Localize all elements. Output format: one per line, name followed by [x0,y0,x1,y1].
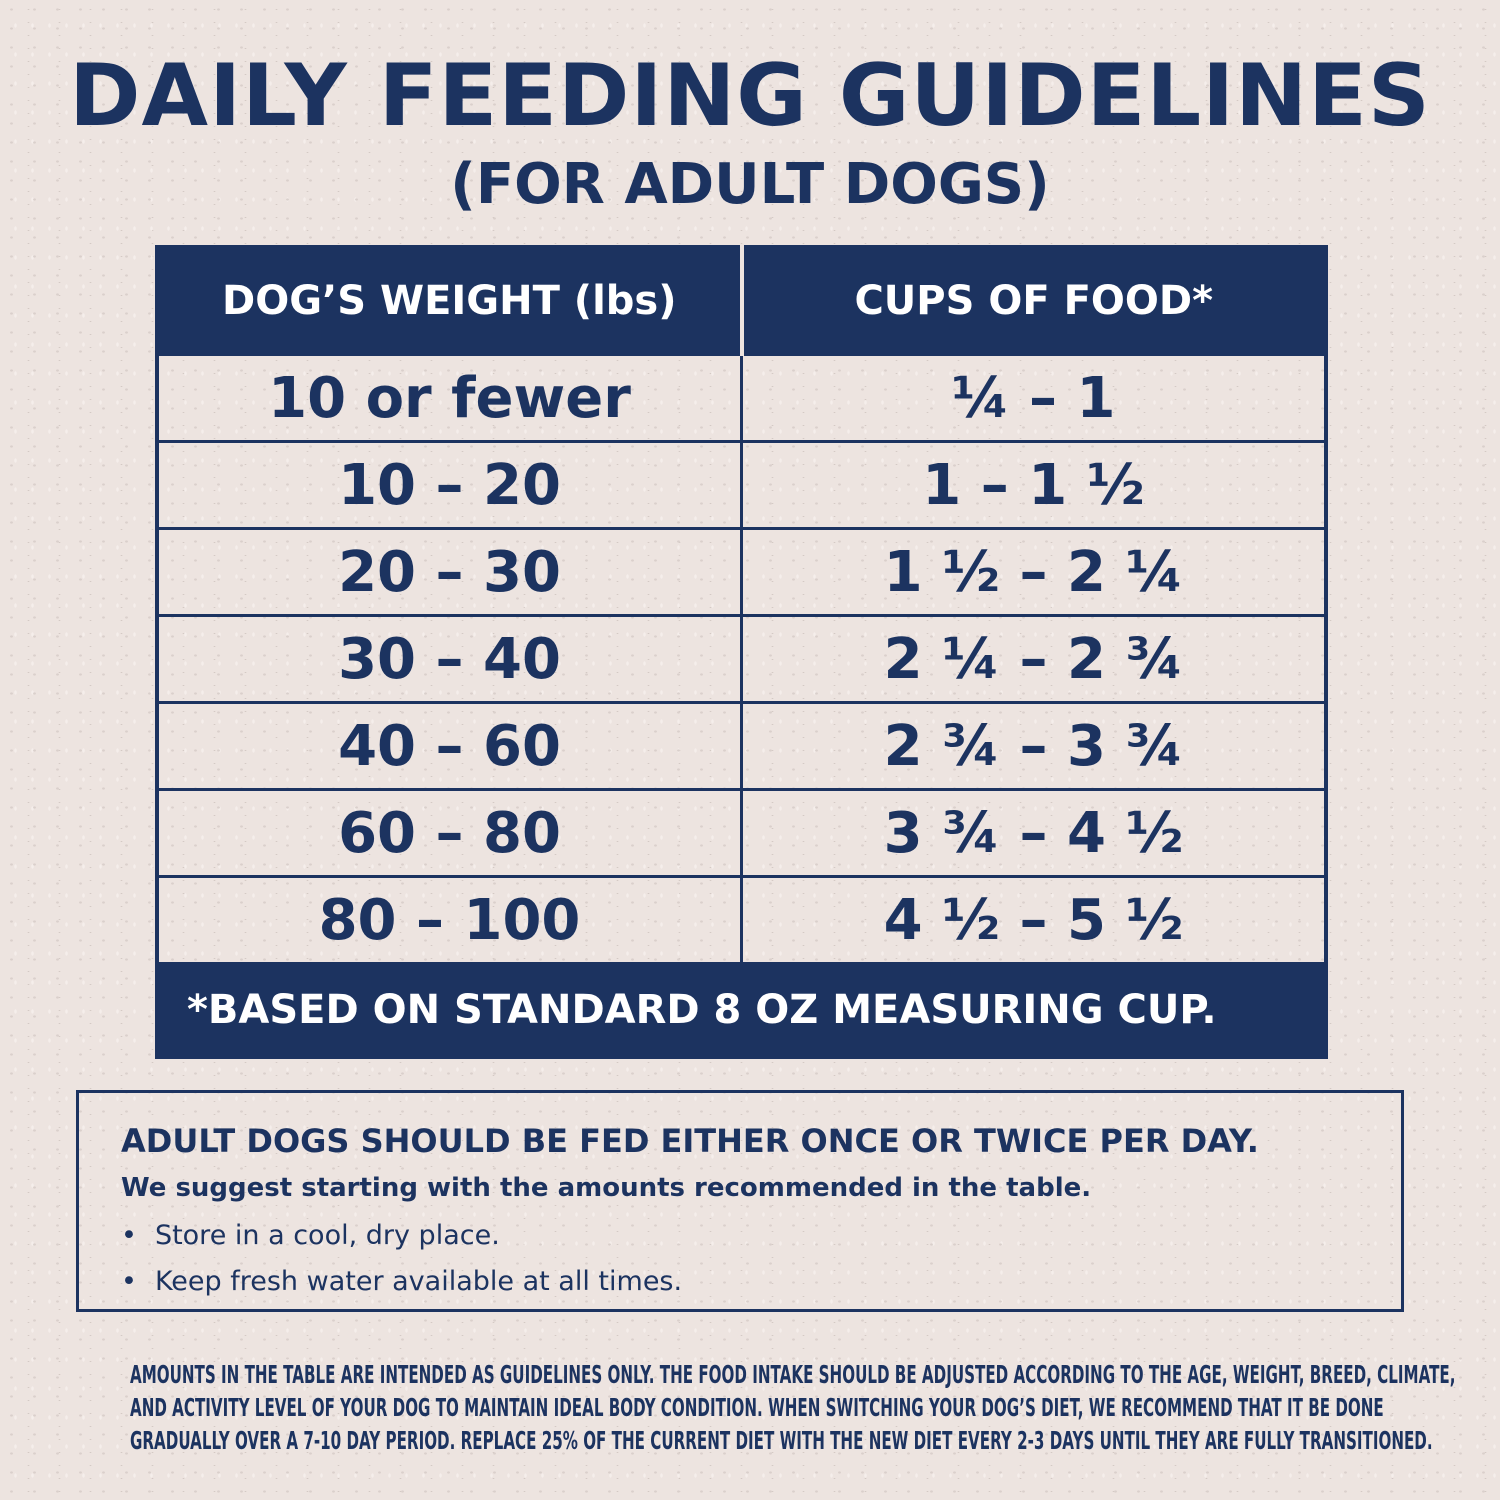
bullet-item: Store in a cool, dry place. [121,1213,1401,1259]
table-row: 40 – 60 2 ¾ – 3 ¾ [155,701,1328,791]
page-title: DAILY FEEDING GUIDELINES [69,46,1431,146]
weight-cell: 80 – 100 [155,875,743,965]
info-suggestion: We suggest starting with the amounts rec… [121,1173,1092,1203]
weight-cell: 20 – 30 [155,527,743,617]
fine-print-line: AMOUNTS IN THE TABLE ARE INTENDED AS GUI… [130,1360,1456,1389]
cups-cell: ¼ – 1 [740,353,1328,443]
table-row: 10 – 20 1 – 1 ½ [155,440,1328,530]
bullet-item: Keep fresh water available at all times. [121,1259,1401,1305]
table-footnote: *BASED ON STANDARD 8 OZ MEASURING CUP. [155,962,1328,1059]
table-footnote-row: *BASED ON STANDARD 8 OZ MEASURING CUP. [155,962,1328,1059]
info-box: ADULT DOGS SHOULD BE FED EITHER ONCE OR … [76,1090,1404,1312]
cups-cell: 2 ¾ – 3 ¾ [740,701,1328,791]
cups-cell: 2 ¼ – 2 ¾ [740,614,1328,704]
info-heading: ADULT DOGS SHOULD BE FED EITHER ONCE OR … [121,1122,1259,1160]
cups-cell: 1 – 1 ½ [740,440,1328,530]
weight-cell: 40 – 60 [155,701,743,791]
weight-cell: 10 – 20 [155,440,743,530]
cups-cell: 1 ½ – 2 ¼ [740,527,1328,617]
weight-cell: 10 or fewer [155,353,743,443]
fine-print-line: AND ACTIVITY LEVEL OF YOUR DOG TO MAINTA… [130,1393,1384,1422]
feeding-table: DOG’S WEIGHT (lbs) CUPS OF FOOD* 10 or f… [155,245,1328,1059]
weight-cell: 30 – 40 [155,614,743,704]
fine-print: AMOUNTS IN THE TABLE ARE INTENDED AS GUI… [130,1358,1456,1457]
fine-print-line: GRADUALLY OVER A 7-10 DAY PERIOD. REPLAC… [130,1426,1433,1455]
header-weight: DOG’S WEIGHT (lbs) [157,247,744,355]
weight-cell: 60 – 80 [155,788,743,878]
table-row: 30 – 40 2 ¼ – 2 ¾ [155,614,1328,704]
table-row: 80 – 100 4 ½ – 5 ½ [155,875,1328,965]
cups-cell: 4 ½ – 5 ½ [740,875,1328,965]
page-subtitle: (FOR ADULT DOGS) [450,152,1050,217]
cups-cell: 3 ¾ – 4 ½ [740,788,1328,878]
table-row: 20 – 30 1 ½ – 2 ¼ [155,527,1328,617]
table-row: 60 – 80 3 ¾ – 4 ½ [155,788,1328,878]
table-header-row: DOG’S WEIGHT (lbs) CUPS OF FOOD* [157,247,1326,355]
table-row: 10 or fewer ¼ – 1 [155,353,1328,443]
header-cups: CUPS OF FOOD* [741,247,1326,355]
